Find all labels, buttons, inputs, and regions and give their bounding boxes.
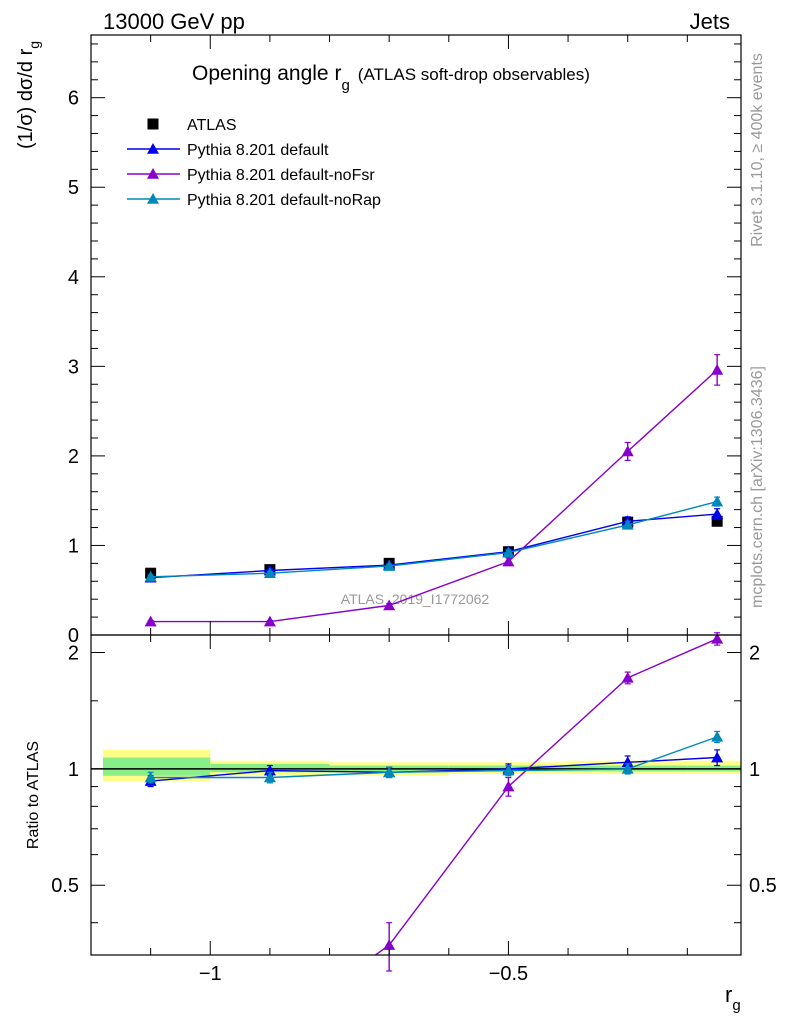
series-line [150,756,718,782]
data-point [711,495,724,507]
data-point [502,780,515,792]
legend-marker [147,168,159,179]
data-point [502,555,515,567]
y-tick-label: 2 [68,446,79,468]
ratio-y-tick-label: 1 [68,759,79,781]
data-point [621,518,634,530]
data-point [621,671,634,683]
data-point [502,764,515,776]
data-point [263,615,276,627]
data-point [711,508,724,519]
legend-marker [147,118,159,130]
ratio-y-tick-label: 2 [68,643,79,665]
data-point [502,546,515,558]
ratio-y-tick-label-right: 2 [749,643,760,665]
series-line [150,369,718,623]
data-point [711,363,724,375]
ratio-y-tick-label: 0.5 [51,875,79,897]
series-pythia-8-201-default-norap [144,495,724,582]
series-pythia-8-201-default-norap [144,730,724,784]
data-point [263,567,276,579]
data-point [711,751,724,763]
legend-marker [147,193,159,204]
ratio-y-tick-label-right: 1 [749,759,760,781]
legend-label: Pythia 8.201 default-noRap [187,192,381,209]
ratio-y-tick-label-right: 0.5 [749,875,777,897]
legend-label: Pythia 8.201 default-noFsr [187,167,375,184]
series-line [374,638,718,955]
y-tick-label: 5 [68,177,79,199]
ratio-plot-frame [90,634,742,956]
data-point [383,766,396,778]
series-pythia-8-201-default-nofsr [374,632,724,972]
data-point [263,771,276,783]
y-tick-label: 1 [68,535,79,557]
ratio-xlabel: rg [725,982,741,1014]
mcplots-label: mcplots.cern.ch [arXiv:1306.3436] [749,366,766,608]
series-pythia-8-201-default [144,508,724,583]
uncertainty-band-inner [103,757,211,776]
data-point [383,560,396,571]
legend-label: ATLAS [187,117,237,134]
main-ylabel: (1/σ) dσ/d rg [15,41,42,149]
data-point [383,939,396,950]
legend-marker [147,143,159,154]
data-point [144,570,157,582]
data-point [711,632,724,644]
rivet-version-label: Rivet 3.1.10, ≥ 400k events [749,53,766,247]
data-point [383,599,396,611]
analysis-watermark: ATLAS_2019_I1772062 [341,591,490,607]
legend-label: Pythia 8.201 default [187,142,329,159]
x-tick-label: −0.5 [489,963,528,985]
legend: ATLAS Pythia 8.201 default Pythia 8.201 de… [127,117,381,209]
header-energy-label: 13000 GeV pp [103,9,245,34]
y-tick-label: 3 [68,356,79,378]
data-point [621,445,634,457]
ratio-ylabel: Ratio to ATLAS [25,741,42,849]
series-line [150,736,718,779]
series-pythia-8-201-default-nofsr [144,354,724,627]
header-jets-label: Jets [690,9,730,34]
data-point [144,615,157,627]
data-point [711,515,723,527]
series-atlas [145,515,723,579]
series-line [150,513,718,579]
series-line [150,500,718,578]
y-tick-label: 0 [68,625,79,647]
data-point [144,771,157,783]
y-tick-label: 6 [68,88,79,110]
main-title: Opening angle rg(ATLAS soft-drop observa… [192,62,590,94]
y-tick-label: 4 [68,267,79,289]
data-point [711,730,724,742]
x-tick-label: −1 [199,963,222,985]
data-point [621,762,634,774]
